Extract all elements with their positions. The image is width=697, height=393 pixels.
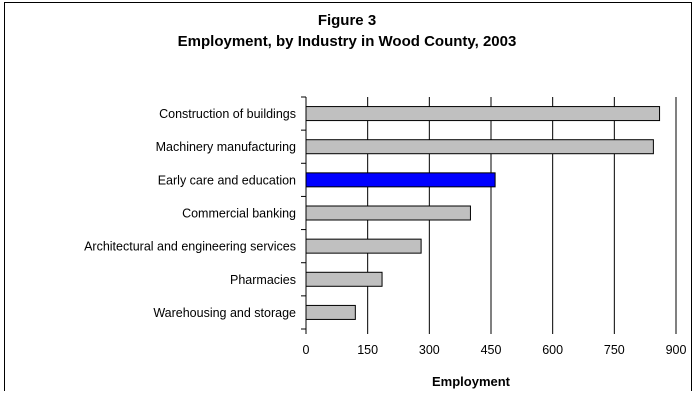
x-axis-title: Employment bbox=[432, 374, 511, 389]
x-tick-label-0: 0 bbox=[303, 343, 310, 357]
bar-1 bbox=[305, 139, 654, 155]
x-tick-label-900: 900 bbox=[666, 343, 687, 357]
x-tick-label-300: 300 bbox=[419, 343, 440, 357]
chart-subtitle: Employment, by Industry in Wood County, … bbox=[178, 33, 517, 50]
bar-chart: Figure 3 Employment, by Industry in Wood… bbox=[84, 12, 687, 389]
chart-frame: Figure 3 Employment, by Industry in Wood… bbox=[4, 2, 692, 391]
category-label-5: Pharmacies bbox=[230, 273, 296, 287]
bars bbox=[305, 106, 661, 320]
x-tick-labels: 0 150 300 450 600 750 900 bbox=[303, 343, 687, 357]
x-tick-label-600: 600 bbox=[542, 343, 563, 357]
x-tick-label-750: 750 bbox=[604, 343, 625, 357]
category-label-2: Early care and education bbox=[158, 173, 296, 187]
gridlines bbox=[301, 96, 677, 334]
bar-5 bbox=[305, 271, 383, 287]
x-tick-label-450: 450 bbox=[481, 343, 502, 357]
category-label-3: Commercial banking bbox=[182, 207, 296, 221]
bar-6 bbox=[305, 304, 356, 320]
category-label-0: Construction of buildings bbox=[159, 107, 296, 121]
bar-2 bbox=[305, 172, 496, 188]
bar-3 bbox=[305, 205, 471, 221]
x-tick-label-150: 150 bbox=[357, 343, 378, 357]
chart-title: Figure 3 bbox=[318, 12, 376, 29]
category-label-1: Machinery manufacturing bbox=[156, 140, 296, 154]
category-label-4: Architectural and engineering services bbox=[84, 240, 296, 254]
category-labels: Construction of buildings Machinery manuf… bbox=[84, 107, 296, 320]
bar-0 bbox=[305, 106, 661, 122]
category-label-6: Warehousing and storage bbox=[153, 306, 296, 320]
bar-4 bbox=[305, 238, 422, 254]
